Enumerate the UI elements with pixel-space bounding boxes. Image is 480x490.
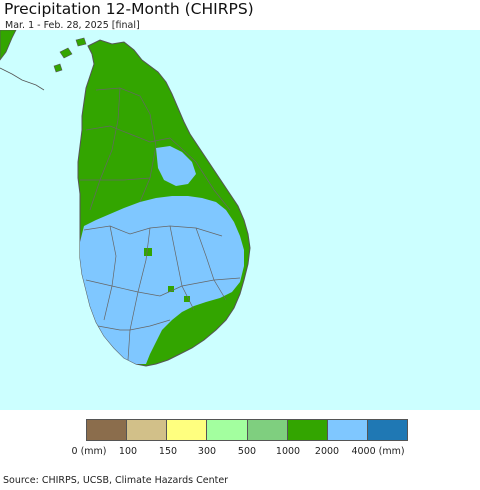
legend-label: 150 [158, 446, 178, 457]
green-pocket [184, 296, 190, 302]
legend-swatch [247, 420, 288, 440]
legend-label: 500 [237, 446, 257, 457]
legend-swatch [127, 420, 168, 440]
legend-label: 300 [197, 446, 217, 457]
legend-labels: 0 (mm) 100 150 300 500 1000 2000 4000 (m… [0, 446, 480, 460]
trincomalee-wet-patch [156, 146, 196, 186]
india-landmass [0, 30, 17, 61]
legend-swatch [207, 420, 248, 440]
map-canvas [0, 30, 251, 367]
map-title: Precipitation 12-Month (CHIRPS) [4, 0, 254, 18]
legend-swatch [167, 420, 208, 440]
northern-islands [53, 37, 87, 73]
green-pocket [168, 286, 174, 292]
map-subtitle: Mar. 1 - Feb. 28, 2025 [final] [5, 20, 140, 31]
wet-zone-region [80, 196, 244, 364]
legend-swatch [327, 420, 368, 440]
precipitation-map [0, 30, 480, 410]
legend-label: 0 (mm) [71, 446, 107, 457]
source-credit: Source: CHIRPS, UCSB, Climate Hazards Ce… [3, 475, 229, 486]
legend-label: 4000 (mm) [351, 446, 405, 457]
legend-colorbar [86, 419, 408, 441]
legend-swatch [87, 420, 128, 440]
legend-label: 2000 [314, 446, 340, 457]
legend-swatch [287, 420, 328, 440]
district-boundaries [80, 87, 241, 361]
legend-label: 1000 [275, 446, 301, 457]
legend-label: 100 [118, 446, 138, 457]
india-coast-line [0, 67, 45, 91]
legend-swatch [367, 420, 407, 440]
green-pocket [144, 248, 152, 256]
